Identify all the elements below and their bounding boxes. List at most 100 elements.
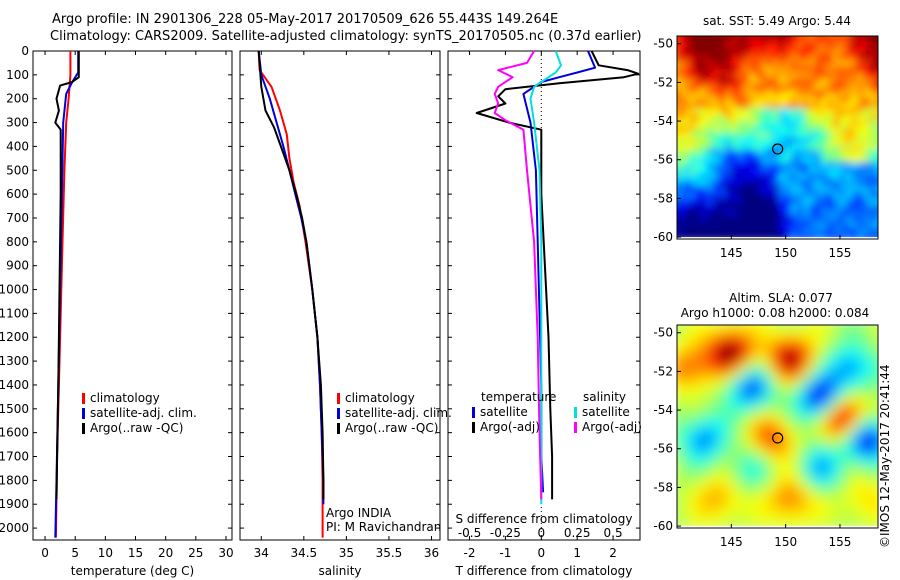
field-cell bbox=[743, 222, 750, 229]
field-cell bbox=[779, 445, 786, 452]
field-cell bbox=[755, 36, 762, 43]
field-cell bbox=[701, 150, 708, 157]
field-cell bbox=[809, 463, 816, 470]
field-cell bbox=[785, 180, 792, 187]
field-cell bbox=[755, 361, 762, 368]
field-cell bbox=[863, 343, 870, 350]
field-cell bbox=[749, 391, 756, 398]
field-cell bbox=[863, 325, 870, 332]
field-cell bbox=[761, 493, 768, 500]
field-cell bbox=[779, 427, 786, 434]
field-cell bbox=[707, 445, 714, 452]
field-cell bbox=[875, 475, 878, 482]
field-cell bbox=[713, 126, 720, 133]
field-cell bbox=[773, 204, 780, 211]
field-cell bbox=[755, 355, 762, 362]
field-cell bbox=[791, 216, 798, 223]
field-cell bbox=[869, 54, 876, 61]
field-cell bbox=[797, 505, 804, 512]
field-cell bbox=[695, 72, 702, 79]
field-cell bbox=[809, 228, 816, 235]
field-cell bbox=[833, 168, 840, 175]
field-cell bbox=[773, 385, 780, 392]
field-cell bbox=[761, 403, 768, 410]
field-cell bbox=[785, 331, 792, 338]
field-cell bbox=[863, 361, 870, 368]
s-tick-label: -0.5 bbox=[458, 526, 481, 540]
field-cell bbox=[677, 132, 684, 139]
field-cell bbox=[785, 517, 792, 524]
field-cell bbox=[803, 192, 810, 199]
field-cell bbox=[707, 234, 714, 239]
field-cell bbox=[677, 499, 684, 506]
field-cell bbox=[821, 523, 828, 528]
field-cell bbox=[797, 150, 804, 157]
field-cell bbox=[755, 391, 762, 398]
field-cell bbox=[809, 451, 816, 458]
field-cell bbox=[875, 36, 878, 43]
field-cell bbox=[755, 445, 762, 452]
field-cell bbox=[869, 373, 876, 380]
field-cell bbox=[683, 90, 690, 97]
field-cell bbox=[695, 204, 702, 211]
field-cell bbox=[827, 349, 834, 356]
field-cell bbox=[719, 168, 726, 175]
x-tick-label: -1 bbox=[499, 546, 511, 560]
field-cell bbox=[821, 397, 828, 404]
field-cell bbox=[731, 511, 738, 518]
field-cell bbox=[869, 421, 876, 428]
field-cell bbox=[827, 355, 834, 362]
field-cell bbox=[833, 216, 840, 223]
field-cell bbox=[749, 451, 756, 458]
field-cell bbox=[827, 96, 834, 103]
field-cell bbox=[677, 174, 684, 181]
field-cell bbox=[743, 216, 750, 223]
field-cell bbox=[755, 499, 762, 506]
field-cell bbox=[731, 120, 738, 127]
field-cell bbox=[833, 234, 840, 239]
field-cell bbox=[869, 78, 876, 85]
field-cell bbox=[833, 403, 840, 410]
field-cell bbox=[875, 415, 878, 422]
field-cell bbox=[683, 439, 690, 446]
field-cell bbox=[845, 108, 852, 115]
field-cell bbox=[851, 174, 858, 181]
field-cell bbox=[881, 144, 888, 151]
field-cell bbox=[791, 228, 798, 235]
field-cell bbox=[845, 331, 852, 338]
field-cell bbox=[833, 192, 840, 199]
field-cell bbox=[761, 156, 768, 163]
field-cell bbox=[683, 373, 690, 380]
field-cell bbox=[695, 78, 702, 85]
field-cell bbox=[743, 144, 750, 151]
field-cell bbox=[767, 505, 774, 512]
field-cell bbox=[851, 114, 858, 121]
field-cell bbox=[689, 409, 696, 416]
field-cell bbox=[719, 445, 726, 452]
field-cell bbox=[785, 156, 792, 163]
field-cell bbox=[737, 174, 744, 181]
field-cell bbox=[725, 96, 732, 103]
field-cell bbox=[725, 66, 732, 73]
field-cell bbox=[779, 48, 786, 55]
field-cell bbox=[677, 403, 684, 410]
field-cell bbox=[809, 505, 816, 512]
y-tick-label: 0 bbox=[21, 44, 29, 58]
field-cell bbox=[701, 343, 708, 350]
field-cell bbox=[803, 222, 810, 229]
field-cell bbox=[797, 373, 804, 380]
field-cell bbox=[755, 126, 762, 133]
field-cell bbox=[809, 385, 816, 392]
field-cell bbox=[689, 367, 696, 374]
field-cell bbox=[833, 228, 840, 235]
field-cell bbox=[731, 493, 738, 500]
field-cell bbox=[851, 228, 858, 235]
field-cell bbox=[833, 66, 840, 73]
field-cell bbox=[761, 409, 768, 416]
field-cell bbox=[749, 132, 756, 139]
field-cell bbox=[845, 379, 852, 386]
field-cell bbox=[791, 457, 798, 464]
field-cell bbox=[749, 114, 756, 121]
field-cell bbox=[881, 343, 888, 350]
field-cell bbox=[863, 42, 870, 49]
